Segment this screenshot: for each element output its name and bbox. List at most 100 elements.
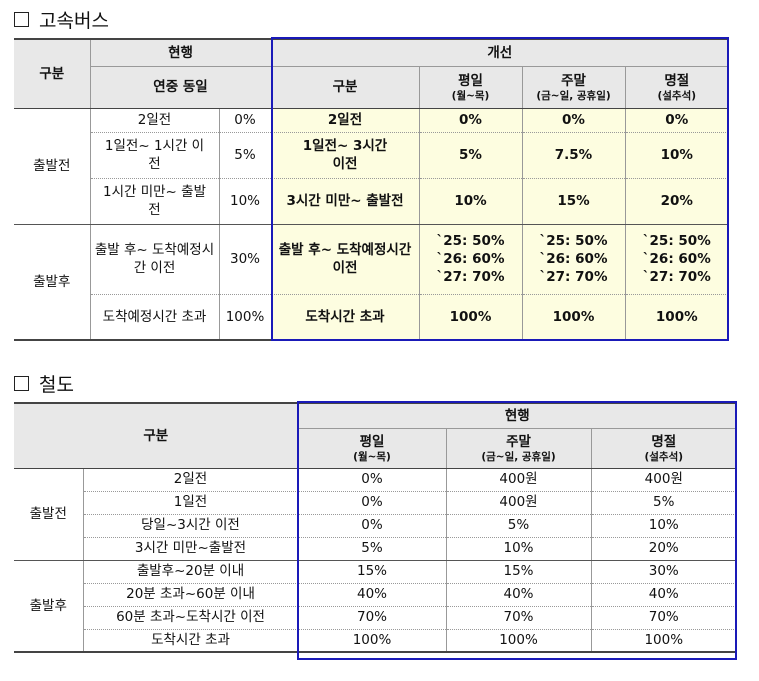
- rail-weekend-rate: 5%: [446, 514, 592, 538]
- bus-holiday-rate-line: `25: 50%: [642, 232, 711, 249]
- rail-weekday-rate: 5%: [298, 537, 447, 561]
- bus-cur-label: 도착예정시간 초과: [90, 294, 220, 341]
- rail-weekend-rate: 100%: [446, 629, 592, 653]
- bus-header-current-sub: 연중 동일: [90, 66, 272, 109]
- bus-weekday-rate: `25: 50% `26: 60% `27: 70%: [419, 224, 523, 295]
- bus-header-holiday-label: 명절: [664, 72, 690, 89]
- bus-weekday-rate: 5%: [419, 132, 523, 179]
- rail-row-label: 출발후~20분 이내: [83, 560, 299, 584]
- bus-header-holiday: 명절 (설추석): [625, 66, 729, 109]
- rail-row-label: 당일~3시간 이전: [83, 514, 299, 538]
- bus-weekend-rate: 7.5%: [522, 132, 626, 179]
- rail-header-weekday-sub: (월~목): [353, 450, 391, 463]
- bus-cur-rate: 30%: [219, 224, 272, 295]
- rail-section-label: 철도: [39, 374, 74, 396]
- rail-header-current: 현행: [298, 402, 737, 429]
- bus-header-weekend-label: 주말: [561, 72, 586, 89]
- rail-weekday-rate: 70%: [298, 606, 447, 630]
- bus-header-weekend: 주말 (금~일, 공휴일): [522, 66, 626, 109]
- bus-weekday-rate-line: `26: 60%: [436, 250, 505, 267]
- rail-holiday-rate: 100%: [591, 629, 737, 653]
- rail-weekday-rate: 0%: [298, 514, 447, 538]
- bus-weekend-rate-line: `25: 50%: [539, 232, 608, 249]
- bus-header-current: 현행: [90, 38, 272, 67]
- bus-cur-rate: 0%: [219, 108, 272, 133]
- rail-holiday-rate: 30%: [591, 560, 737, 584]
- rail-header-holiday: 명절 (설추석): [591, 428, 737, 469]
- checkbox-icon: [14, 12, 29, 27]
- rail-holiday-rate: 40%: [591, 583, 737, 607]
- rail-weekday-rate: 0%: [298, 468, 447, 492]
- bus-section-label: 고속버스: [39, 10, 109, 32]
- bus-cur-rate: 5%: [219, 132, 272, 179]
- table-row: 3시간 미만~출발전 5% 10% 20%: [14, 537, 737, 561]
- bus-holiday-rate-line: `26: 60%: [642, 250, 711, 267]
- rail-header-gubun: 구분: [14, 402, 299, 469]
- rail-group-after: 출발후: [14, 560, 84, 653]
- rail-row-label: 2일전: [83, 468, 299, 492]
- table-row: 출발후 출발후~20분 이내 15% 15% 30%: [14, 560, 737, 653]
- rail-header-weekend-sub: (금~일, 공휴일): [481, 450, 556, 463]
- bus-holiday-rate-line: `27: 70%: [642, 269, 711, 286]
- table-row: 도착시간 초과 100% 100% 100%: [14, 629, 737, 653]
- rail-header-weekday: 평일 (월~목): [298, 428, 447, 469]
- bus-group-before: 출발전: [14, 108, 91, 225]
- bus-cur-label: 2일전: [90, 108, 220, 133]
- bus-weekday-rate: 0%: [419, 108, 523, 133]
- rail-holiday-rate: 10%: [591, 514, 737, 538]
- rail-weekend-rate: 10%: [446, 537, 592, 561]
- bus-header-weekday-label: 평일: [458, 72, 483, 89]
- rail-header-holiday-sub: (설추석): [644, 450, 684, 463]
- rail-holiday-rate: 70%: [591, 606, 737, 630]
- table-row: 60분 초과~도착시간 이전 70% 70% 70%: [14, 606, 737, 630]
- rail-holiday-rate: 20%: [591, 537, 737, 561]
- table-row: 도착예정시간 초과 100% 도착시간 초과 100% 100% 100%: [14, 294, 729, 341]
- rail-weekend-rate: 400원: [446, 468, 592, 492]
- bus-header-weekend-sub: (금~일, 공휴일): [536, 89, 611, 102]
- bus-cur-label: 1일전~ 1시간 이전: [90, 132, 220, 179]
- rail-weekday-rate: 100%: [298, 629, 447, 653]
- table-row: 1시간 미만~ 출발전 10% 3시간 미만~ 출발전 10% 15% 20%: [14, 178, 729, 225]
- rail-weekend-rate: 40%: [446, 583, 592, 607]
- rail-fee-table: 구분 현행 평일 (월~목) 주말 (금~일, 공휴일) 명절 (설추석) 출발전 2…: [14, 402, 737, 653]
- bus-weekday-rate: 100%: [419, 294, 523, 341]
- bus-header-weekday-sub: (월~목): [451, 89, 490, 102]
- rail-holiday-rate: 5%: [591, 491, 737, 515]
- bus-weekday-rate-line: `27: 70%: [436, 269, 505, 286]
- bus-header-holiday-sub: (설추석): [657, 89, 697, 102]
- bus-weekend-rate-line: `27: 70%: [539, 269, 608, 286]
- bus-weekday-rate: 10%: [419, 178, 523, 225]
- table-row: 당일~3시간 이전 0% 5% 10%: [14, 514, 737, 538]
- checkbox-icon: [14, 376, 29, 391]
- rail-header-weekend-label: 주말: [506, 433, 531, 450]
- rail-row-label: 1일전: [83, 491, 299, 515]
- bus-section-title: 고속버스: [14, 6, 109, 33]
- rail-weekend-rate: 400원: [446, 491, 592, 515]
- rail-holiday-rate: 400원: [591, 468, 737, 492]
- bus-cur-rate: 10%: [219, 178, 272, 225]
- bus-holiday-rate: 10%: [625, 132, 729, 179]
- table-row: 20분 초과~60분 이내 40% 40% 40%: [14, 583, 737, 607]
- rail-header-weekday-label: 평일: [359, 433, 385, 450]
- rail-weekend-rate: 15%: [446, 560, 592, 584]
- bus-header-gubun: 구분: [14, 38, 91, 109]
- bus-new-label: 1일전~ 3시간 이전: [271, 132, 420, 179]
- bus-new-label: 3시간 미만~ 출발전: [271, 178, 420, 225]
- rail-row-label: 60분 초과~도착시간 이전: [83, 606, 299, 630]
- bus-header-weekday: 평일 (월~목): [419, 66, 523, 109]
- bus-weekend-rate: `25: 50% `26: 60% `27: 70%: [522, 224, 626, 295]
- bus-weekend-rate-line: `26: 60%: [539, 250, 608, 267]
- rail-group-before: 출발전: [14, 468, 84, 561]
- bus-weekend-rate: 15%: [522, 178, 626, 225]
- table-row: 출발후 출발 후~ 도착예정시간 이전 30% 출발 후~ 도착예정시간 이전 …: [14, 224, 729, 341]
- bus-new-label: 출발 후~ 도착예정시간 이전: [271, 224, 420, 295]
- bus-holiday-rate: 0%: [625, 108, 729, 133]
- bus-holiday-rate: 20%: [625, 178, 729, 225]
- table-row: 출발전 2일전 0% 400원 400원: [14, 468, 737, 561]
- bus-header-improved: 개선: [271, 38, 729, 67]
- bus-weekend-rate: 100%: [522, 294, 626, 341]
- bus-new-label: 도착시간 초과: [271, 294, 420, 341]
- rail-weekday-rate: 15%: [298, 560, 447, 584]
- rail-weekend-rate: 70%: [446, 606, 592, 630]
- rail-header-weekend: 주말 (금~일, 공휴일): [446, 428, 592, 469]
